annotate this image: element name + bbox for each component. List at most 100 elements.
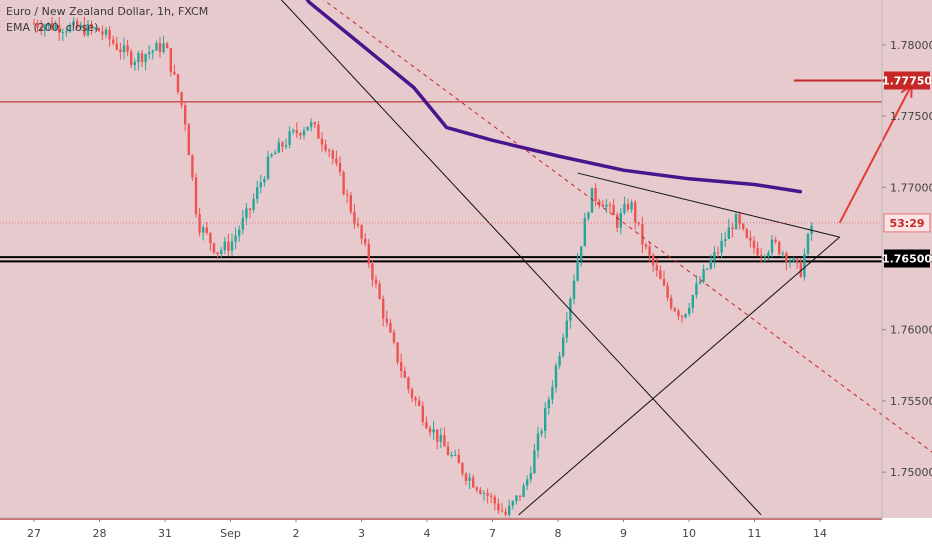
candle-body (299, 133, 302, 136)
candle-body (234, 235, 237, 242)
candle-111 (432, 421, 435, 440)
candle-body (86, 23, 90, 36)
candle-body (112, 39, 115, 44)
candle-body (443, 435, 446, 447)
candle-body (565, 320, 568, 338)
candle-body (68, 25, 72, 32)
candle-body (709, 260, 712, 269)
candle-105 (410, 387, 414, 403)
candle-45 (194, 173, 198, 218)
candle-body (680, 315, 684, 318)
candle-80 (320, 132, 324, 152)
price-axis[interactable]: 1.78000 1.77500 1.77000 1.76500 1.76000 1.755… (882, 39, 932, 479)
candle-146 (558, 352, 561, 369)
y-tick-label-4: 1.76000 (890, 324, 932, 337)
candle-199 (749, 230, 752, 248)
candle-188 (709, 254, 712, 271)
trendline-1 (323, 0, 932, 453)
candle-body (778, 241, 781, 255)
candle-body (576, 260, 579, 281)
candle-body (194, 177, 198, 215)
ema-200-line (305, 0, 803, 194)
candle-9 (65, 27, 68, 37)
candlesticks (32, 16, 813, 517)
highlight-zone (0, 0, 932, 518)
candle-body (176, 74, 180, 93)
candle-body (407, 377, 410, 390)
candle-166 (630, 199, 633, 213)
candle-18 (97, 27, 100, 32)
candle-body (706, 268, 709, 270)
candle-body (328, 150, 331, 152)
candle-116 (450, 451, 453, 458)
candle-body (266, 156, 270, 179)
candle-body (403, 371, 406, 378)
candle-body (252, 199, 255, 210)
candle-body (144, 54, 147, 62)
candle-body (313, 122, 316, 125)
candle-130 (500, 503, 504, 513)
candle-165 (626, 198, 630, 213)
candle-body (666, 285, 669, 298)
candle-body (504, 511, 507, 515)
candle-body (317, 124, 320, 139)
time-axis[interactable]: 27 28 31 Sep 2 3 4 7 8 9 10 11 14 (27, 518, 827, 540)
candle-body (673, 308, 676, 311)
candle-64 (263, 175, 266, 187)
indicator-label[interactable]: EMA (200, close) (6, 21, 99, 34)
candle-body (742, 223, 745, 229)
candle-206 (774, 236, 777, 245)
candle-body (677, 310, 680, 316)
candle-101 (396, 341, 399, 366)
candle-92 (364, 233, 367, 247)
candle-33 (151, 49, 154, 60)
candle-152 (580, 246, 583, 267)
candle-body (364, 238, 367, 244)
candle-44 (191, 154, 194, 181)
candle-body (79, 24, 82, 28)
candle-19 (101, 25, 104, 40)
candle-body (256, 187, 259, 200)
candle-body (360, 225, 363, 239)
candle-133 (511, 500, 514, 510)
candle-body (788, 261, 792, 263)
candle-body (151, 50, 154, 53)
candle-body (396, 342, 399, 363)
candle-26 (126, 39, 129, 57)
candle-40 (176, 73, 180, 95)
candle-body (47, 22, 50, 26)
candle-164 (623, 196, 626, 215)
candle-161 (612, 199, 615, 216)
candle-22 (112, 35, 115, 46)
price-tag-support: 1.76500 (882, 249, 932, 268)
candle-body (205, 227, 208, 233)
candle-144 (551, 380, 554, 405)
candle-42 (184, 102, 187, 132)
candle-32 (148, 44, 151, 60)
candle-body (72, 20, 75, 26)
candle-151 (576, 253, 579, 282)
candle-159 (605, 198, 608, 213)
candle-body (792, 258, 795, 262)
candle-156 (594, 183, 597, 207)
candle-157 (598, 198, 601, 209)
candle-160 (608, 202, 612, 213)
candle-12 (76, 18, 79, 29)
candle-body (724, 238, 727, 241)
candle-body (641, 223, 644, 245)
candle-46 (198, 207, 201, 237)
candle-196 (738, 211, 741, 230)
candle-body (558, 355, 561, 366)
candle-13 (79, 21, 82, 31)
candle-134 (515, 494, 518, 505)
candle-204 (767, 250, 770, 261)
candle-136 (522, 482, 525, 498)
candle-108 (421, 401, 424, 426)
candle-body (554, 365, 558, 388)
candle-82 (328, 148, 331, 158)
candle-body (457, 454, 460, 464)
candle-43 (187, 123, 190, 156)
candle-body (436, 429, 439, 442)
symbol-title[interactable]: Euro / New Zealand Dollar, 1h, FXCM (6, 5, 209, 18)
